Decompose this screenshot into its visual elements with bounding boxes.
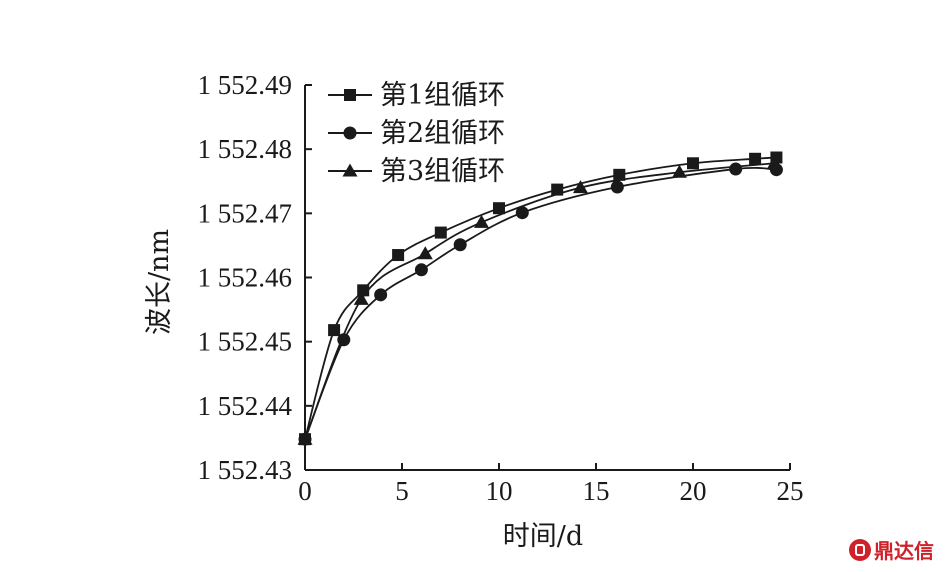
legend-marker-triangle [342,163,358,177]
point-series-2-circle [515,206,529,220]
point-series-2-circle [729,162,743,176]
point-series-3-triangle [474,214,490,228]
y-tick-label: 1 552.47 [198,198,293,228]
legend-label-1: 第1组循环 [380,80,505,111]
y-axis-ticks: 1 552.43 1 552.44 1 552.45 1 552.46 1 552.47… [198,70,312,485]
axes-frame [304,85,790,471]
point-series-2-circle [337,333,351,347]
point-series-3-triangle [353,291,369,305]
x-tick-label: 10 [486,476,513,506]
point-series-1-square [613,168,626,181]
y-tick-label: 1 552.48 [198,134,293,164]
point-series-2-circle [374,288,388,302]
x-tick-label: 5 [395,476,409,506]
point-series-3-triangle [671,164,687,178]
x-axis-label: 时间/d [503,521,583,552]
y-axis-label: 波长/nm [144,229,175,335]
point-series-1-square [551,183,564,196]
series-line-2 [304,167,777,440]
point-series-2-circle [414,263,428,277]
point-series-3-triangle [417,246,433,260]
x-tick-label: 20 [680,476,707,506]
point-series-3-triangle [297,431,313,445]
watermark-logo-icon [849,538,871,561]
series-line-3 [304,162,775,440]
y-tick-label: 1 552.46 [198,263,293,293]
y-tick-label: 1 552.43 [198,455,293,485]
point-series-1-square [392,249,405,262]
y-tick-label: 1 552.44 [198,391,293,421]
x-tick-label: 25 [777,476,804,506]
legend-marker-square [344,89,356,101]
legend-label-3: 第3组循环 [380,156,505,187]
series-markers [297,151,783,446]
point-series-2-circle [610,180,624,194]
legend-label-2: 第2组循环 [380,118,505,149]
point-series-1-square [328,324,341,337]
point-series-1-square [749,152,762,165]
legend-marker-circle [343,126,357,140]
point-series-1-square [434,226,447,239]
watermark-text: 鼎达信 [874,539,934,563]
watermark: 鼎达信 [849,535,934,564]
y-tick-label: 1 552.49 [198,70,293,100]
x-tick-label: 15 [583,476,610,506]
point-series-1-square [493,202,505,215]
x-axis-ticks: 0 5 10 15 20 25 [298,463,804,506]
point-series-1-square [687,157,699,170]
y-tick-label: 1 552.45 [198,327,293,357]
point-series-3-triangle [572,180,588,194]
point-series-1-square [357,284,370,297]
point-series-3-triangle [766,155,782,169]
point-series-2-circle [453,238,467,252]
x-tick-label: 0 [298,476,312,506]
